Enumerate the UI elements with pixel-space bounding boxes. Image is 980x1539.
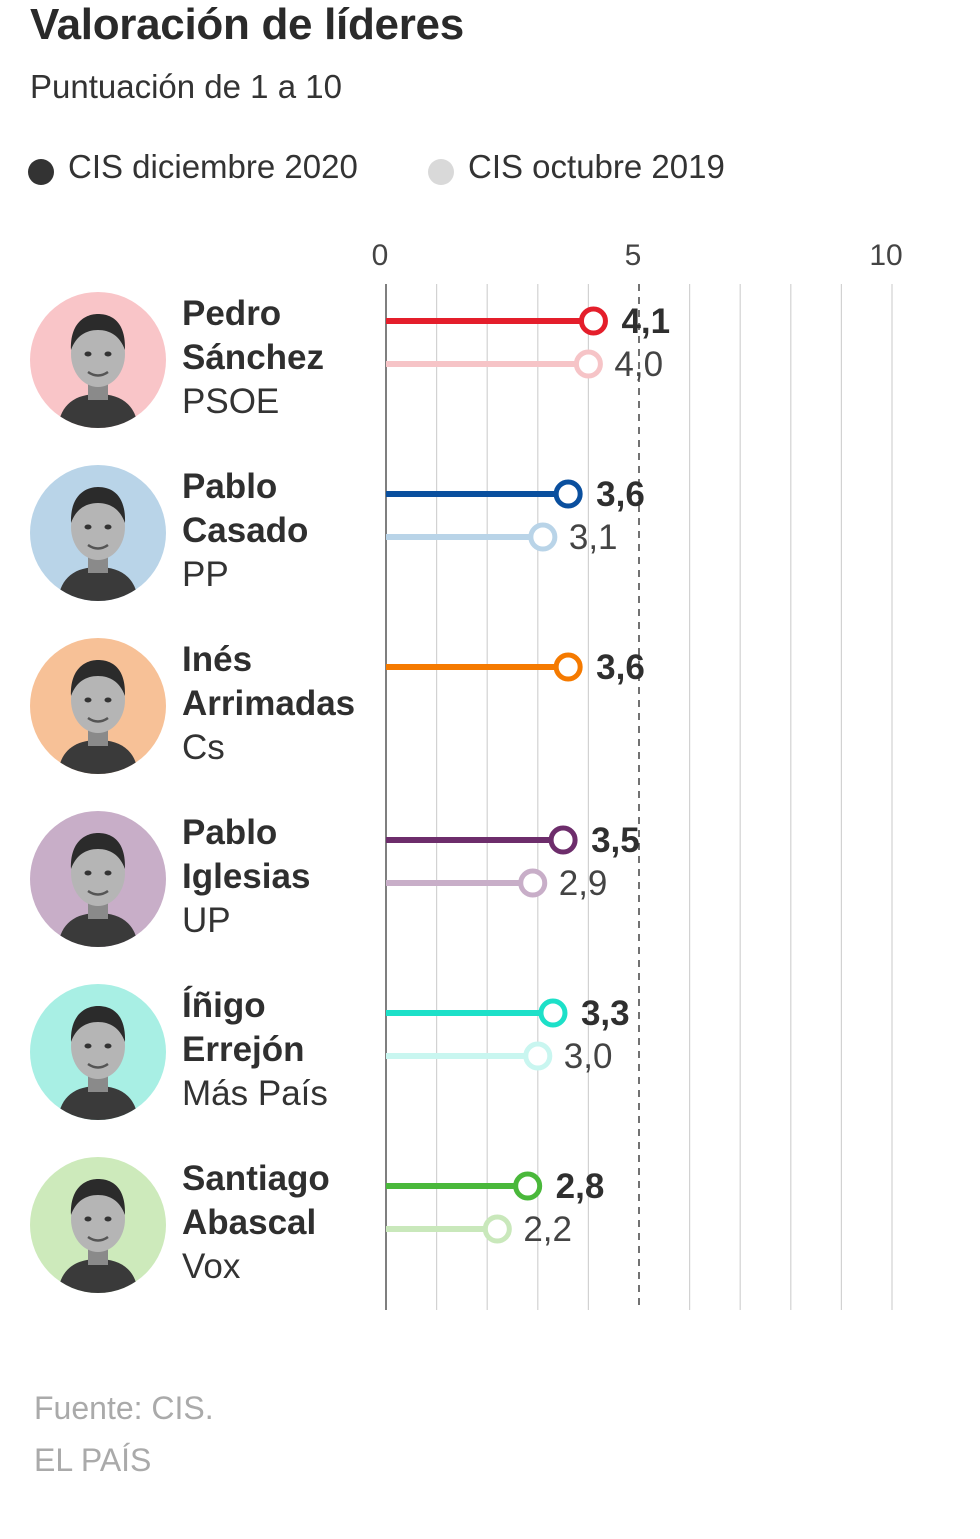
leader-last-name: Sánchez [182, 338, 324, 377]
leader-party: UP [182, 901, 231, 940]
lollipop-point [518, 868, 548, 898]
leader-first-name: Pablo [182, 813, 278, 852]
data-label: 4,1 [621, 302, 670, 341]
data-label: 2,8 [556, 1167, 605, 1206]
lollipop-point [482, 1214, 512, 1244]
legend-label-2020: CIS diciembre 2020 [68, 148, 358, 185]
data-label: 3,6 [596, 648, 645, 687]
leader-first-name: Inés [182, 640, 253, 679]
data-label: 2,2 [523, 1210, 572, 1249]
lollipop-point [578, 306, 608, 336]
lollipop-point [553, 652, 583, 682]
chart-subtitle: Puntuación de 1 a 10 [30, 68, 342, 105]
data-label: 3,3 [581, 994, 630, 1033]
pedro-sanchez-portrait-icon [30, 292, 166, 428]
data-label: 3,6 [596, 475, 645, 514]
lollipop-point [538, 998, 568, 1028]
leader-last-name: Errejón [182, 1030, 305, 1069]
leader-first-name: Pablo [182, 467, 278, 506]
inigo-errejon-portrait-icon [30, 984, 166, 1120]
data-label: 3,5 [591, 821, 640, 860]
leader-last-name: Iglesias [182, 857, 311, 896]
leader-first-name: Íñigo [182, 986, 266, 1025]
lollipop-point [553, 479, 583, 509]
leader-last-name: Casado [182, 511, 309, 550]
lollipop-point [513, 1171, 543, 1201]
data-label: 3,0 [564, 1037, 613, 1076]
data-label: 4,0 [614, 345, 663, 384]
footer-source: Fuente: CIS. [34, 1390, 214, 1426]
leader-row: Pablo Iglesias UP [0, 811, 380, 961]
x-tick-label: 10 [869, 239, 902, 272]
x-tick-label: 0 [372, 239, 389, 272]
pablo-casado-portrait-icon [30, 465, 166, 601]
leader-row: Pablo Casado PP [0, 465, 380, 615]
leader-first-name: Santiago [182, 1159, 330, 1198]
leader-party: Vox [182, 1247, 241, 1286]
pablo-iglesias-portrait-icon [30, 811, 166, 947]
footer-brand: EL PAÍS [34, 1442, 152, 1478]
data-label: 3,1 [569, 518, 618, 557]
leader-last-name: Abascal [182, 1203, 317, 1242]
lollipop-point [528, 522, 558, 552]
lollipop-point [548, 825, 578, 855]
data-label: 2,9 [559, 864, 608, 903]
lollipop-chart: 0 5 10 4,1 3,6 3,6 3,5 3,3 2,8 4,0 3,1 2,9 3,0 2,2 [372, 239, 903, 1310]
lollipop-point [523, 1041, 553, 1071]
ines-arrimadas-portrait-icon [30, 638, 166, 774]
leader-row: Santiago Abascal Vox [0, 1157, 380, 1307]
legend-dot-2019-icon [428, 159, 454, 185]
leader-first-name: Pedro [182, 294, 282, 333]
leader-row: Inés Arrimadas Cs [0, 638, 380, 788]
leader-party: PSOE [182, 382, 280, 421]
legend-label-2019: CIS octubre 2019 [468, 148, 725, 185]
leader-row: Pedro Sánchez PSOE [0, 292, 380, 442]
leader-row: Íñigo Errejón Más País [0, 984, 380, 1134]
santiago-abascal-portrait-icon [30, 1157, 166, 1293]
leader-last-name: Arrimadas [182, 684, 356, 723]
lollipop-point [573, 349, 603, 379]
leader-party: Cs [182, 728, 225, 767]
leader-party: Más País [182, 1074, 328, 1113]
leader-party: PP [182, 555, 229, 594]
chart-title: Valoración de líderes [30, 0, 464, 49]
x-tick-label: 5 [625, 239, 642, 272]
legend-dot-2020-icon [28, 159, 54, 185]
